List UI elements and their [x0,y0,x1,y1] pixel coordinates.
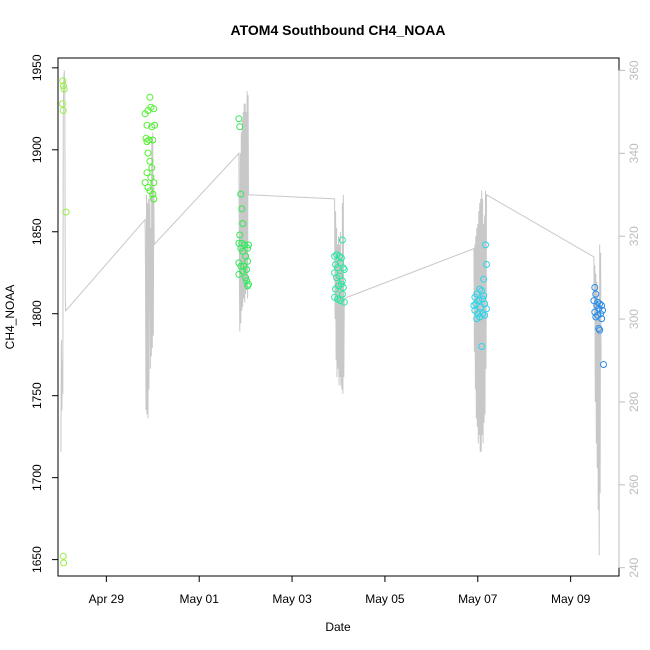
data-point [244,244,252,252]
data-point [480,275,488,283]
data-point [596,326,604,334]
data-point [340,266,348,273]
data-point [472,300,480,308]
data-point [244,282,252,290]
data-point [236,123,244,131]
y2-tick-label: 300 [627,309,641,329]
data-point [145,136,153,144]
data-point [336,297,344,305]
data-point [59,552,67,560]
data-point [244,257,252,265]
data-point [60,85,68,93]
data-point [482,241,489,249]
data-point [473,315,481,323]
y2-tick-label: 360 [627,60,641,80]
data-point [150,179,158,187]
y2-tick-label: 260 [627,474,641,494]
x-tick-label: May 09 [551,592,591,606]
y-tick-label: 1800 [30,300,44,327]
data-point [242,274,250,282]
data-point [150,195,158,203]
data-point [476,285,484,293]
data-point [143,138,151,146]
data-point [144,149,152,157]
data-point [336,252,343,260]
y-tick-label: 1900 [30,136,44,163]
data-point [235,115,243,123]
data-point [470,302,478,309]
data-point [235,270,243,278]
data-point [150,105,158,113]
data-point [60,82,67,90]
data-point [338,290,346,298]
data-point [59,107,67,114]
data-point [146,157,154,165]
y-tick-label: 1650 [30,546,44,573]
x-tick-label: May 05 [365,592,405,606]
data-point [62,208,70,216]
scatter-points-layer [59,77,607,567]
data-point [149,190,157,198]
data-point [236,231,244,239]
data-point [595,325,603,332]
data-point [483,305,490,313]
data-point [338,236,346,244]
data-point [481,311,489,319]
data-point [338,277,346,285]
data-point [143,121,151,129]
secondary-series-line [60,70,602,556]
y-axis-left: 1650 1700 1750 1800 1850 1900 1950 [30,54,59,573]
data-point [143,169,151,177]
x-tick-label: May 03 [272,592,312,606]
data-point [59,77,67,85]
data-point [480,292,488,300]
y-axis-label: CH4_NOAA [3,285,17,350]
data-point [339,284,347,291]
y2-tick-label: 340 [627,143,641,163]
data-point [591,284,599,291]
y-tick-label: 1950 [30,54,44,81]
data-point [483,261,490,268]
data-point [146,93,154,101]
y2-tick-label: 320 [627,226,641,246]
y-tick-label: 1850 [30,218,44,245]
data-point [243,266,251,273]
y-tick-label: 1700 [30,464,44,491]
secondary-line-layer [60,70,602,556]
data-point [478,343,486,350]
x-tick-label: May 07 [458,592,498,606]
y2-tick-label: 240 [627,557,641,577]
x-tick-label: Apr 29 [89,592,125,606]
data-point [337,254,345,262]
data-point [59,100,66,108]
y2-tick-label: 280 [627,392,641,412]
data-point [339,264,347,272]
data-point [597,310,605,318]
data-point [148,164,156,172]
data-point [151,121,159,129]
y-axis-right: 240 260 280 300 320 340 360 [618,60,641,578]
data-point [592,290,600,298]
data-point [239,220,247,228]
data-point [600,361,607,368]
x-axis: Apr 29 May 01 May 03 May 05 May 07 May 09 [89,576,591,606]
data-point [340,298,348,306]
y-tick-label: 1750 [30,382,44,409]
data-point [473,290,481,298]
data-point [237,190,245,198]
x-tick-label: May 01 [180,592,220,606]
data-point [60,559,68,567]
chart-title: ATOM4 Southbound CH4_NOAA [231,22,446,38]
data-point [592,313,600,321]
x-axis-label: Date [325,620,351,634]
data-point [245,241,252,249]
data-point [238,205,246,213]
data-point [331,252,339,260]
